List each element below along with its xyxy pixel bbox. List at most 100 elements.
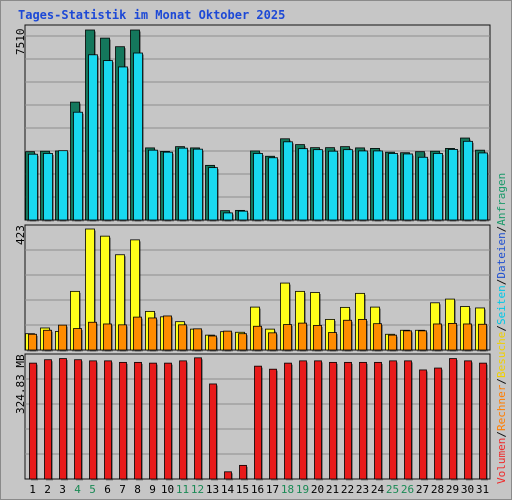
bar-volumen <box>149 362 157 480</box>
bar-rechner <box>103 323 112 351</box>
bar-volumen <box>29 362 37 480</box>
bar-volumen <box>104 360 112 480</box>
bar-seiten <box>313 149 323 221</box>
x-tick-label: 23 <box>356 483 369 496</box>
x-tick-label: 5 <box>89 483 96 496</box>
x-tick-label: 1 <box>29 483 36 496</box>
bar-rechner <box>163 315 172 351</box>
chart-title: Tages-Statistik im Monat Oktober 2025 <box>18 8 286 22</box>
bar-volumen <box>89 360 97 480</box>
bar-rechner <box>478 323 487 351</box>
bar-rechner <box>433 323 442 351</box>
bar-seiten <box>343 149 353 221</box>
bar-seiten <box>178 147 188 221</box>
bar-rechner <box>373 323 382 351</box>
bar-volumen <box>254 365 262 480</box>
bar-volumen <box>434 367 442 480</box>
bar-volumen <box>209 383 217 480</box>
bar-volumen <box>374 361 382 480</box>
x-tick-label: 28 <box>431 483 444 496</box>
bar-volumen <box>179 360 187 480</box>
bar-seiten <box>58 150 68 221</box>
bar-rechner <box>208 335 217 351</box>
bar-seiten <box>433 153 443 221</box>
bar-seiten <box>28 153 38 221</box>
x-tick-label: 2 <box>44 483 51 496</box>
bar-rechner <box>118 324 127 351</box>
x-tick-label: 29 <box>446 483 459 496</box>
bar-rechner <box>328 332 337 351</box>
bar-rechner <box>133 316 142 351</box>
bar-seiten <box>268 157 278 221</box>
bar-rechner <box>268 332 277 351</box>
bar-volumen <box>284 362 292 480</box>
bar-seiten <box>298 148 308 221</box>
bar-seiten <box>163 151 173 221</box>
bar-volumen <box>464 360 472 480</box>
bar-seiten <box>403 153 413 221</box>
bar-rechner <box>253 325 262 351</box>
bar-rechner <box>178 324 187 351</box>
bar-seiten <box>448 149 458 221</box>
x-tick-label: 24 <box>371 483 385 496</box>
bar-seiten <box>478 152 488 221</box>
bar-seiten <box>358 150 368 221</box>
bar-rechner <box>193 328 202 351</box>
x-tick-label: 25 <box>386 483 399 496</box>
bar-volumen <box>74 359 82 480</box>
bar-rechner <box>388 334 397 351</box>
x-tick-label: 12 <box>191 483 204 496</box>
bar-seiten <box>103 60 113 221</box>
bar-volumen <box>299 360 307 480</box>
x-tick-label: 9 <box>149 483 156 496</box>
x-tick-label: 11 <box>176 483 189 496</box>
bar-volumen <box>344 361 352 480</box>
bar-volumen <box>359 361 367 480</box>
bar-rechner <box>43 329 52 351</box>
bar-volumen <box>419 369 427 480</box>
bar-volumen <box>269 368 277 480</box>
bar-rechner <box>448 322 457 351</box>
bar-volumen <box>479 362 487 480</box>
bar-seiten <box>118 66 128 221</box>
x-tick-label: 14 <box>221 483 235 496</box>
x-tick-label: 26 <box>401 483 414 496</box>
x-tick-label: 15 <box>236 483 249 496</box>
bar-seiten <box>418 156 428 221</box>
x-tick-label: 17 <box>266 483 279 496</box>
x-tick-label: 16 <box>251 483 264 496</box>
bar-volumen <box>449 358 457 480</box>
bar-rechner <box>28 333 37 351</box>
x-tick-label: 19 <box>296 483 309 496</box>
bar-volumen <box>134 361 142 480</box>
bar-rechner <box>88 321 97 351</box>
bar-seiten <box>463 140 473 221</box>
x-tick-label: 7 <box>119 483 126 496</box>
bar-rechner <box>73 328 82 351</box>
bar-seiten <box>373 150 383 221</box>
bar-volumen <box>164 362 172 480</box>
bar-seiten <box>328 150 338 221</box>
bar-seiten <box>253 153 263 221</box>
bar-volumen <box>239 464 247 480</box>
bar-seiten <box>283 141 293 221</box>
bar-seiten <box>238 210 248 221</box>
bar-volumen <box>389 360 397 480</box>
x-tick-label: 3 <box>59 483 66 496</box>
x-tick-label: 18 <box>281 483 294 496</box>
bar-rechner <box>403 330 412 351</box>
bar-volumen <box>44 359 52 480</box>
bar-rechner <box>463 323 472 351</box>
bar-rechner <box>343 319 352 351</box>
x-tick-label: 27 <box>416 483 429 496</box>
bar-rechner <box>283 324 292 351</box>
x-tick-label: 31 <box>476 483 489 496</box>
bar-seiten <box>388 153 398 221</box>
bar-seiten <box>223 212 233 221</box>
x-tick-label: 20 <box>311 483 324 496</box>
bar-seiten <box>133 52 143 221</box>
x-tick-label: 10 <box>161 483 174 496</box>
bar-volumen <box>404 360 412 480</box>
x-tick-label: 8 <box>134 483 141 496</box>
